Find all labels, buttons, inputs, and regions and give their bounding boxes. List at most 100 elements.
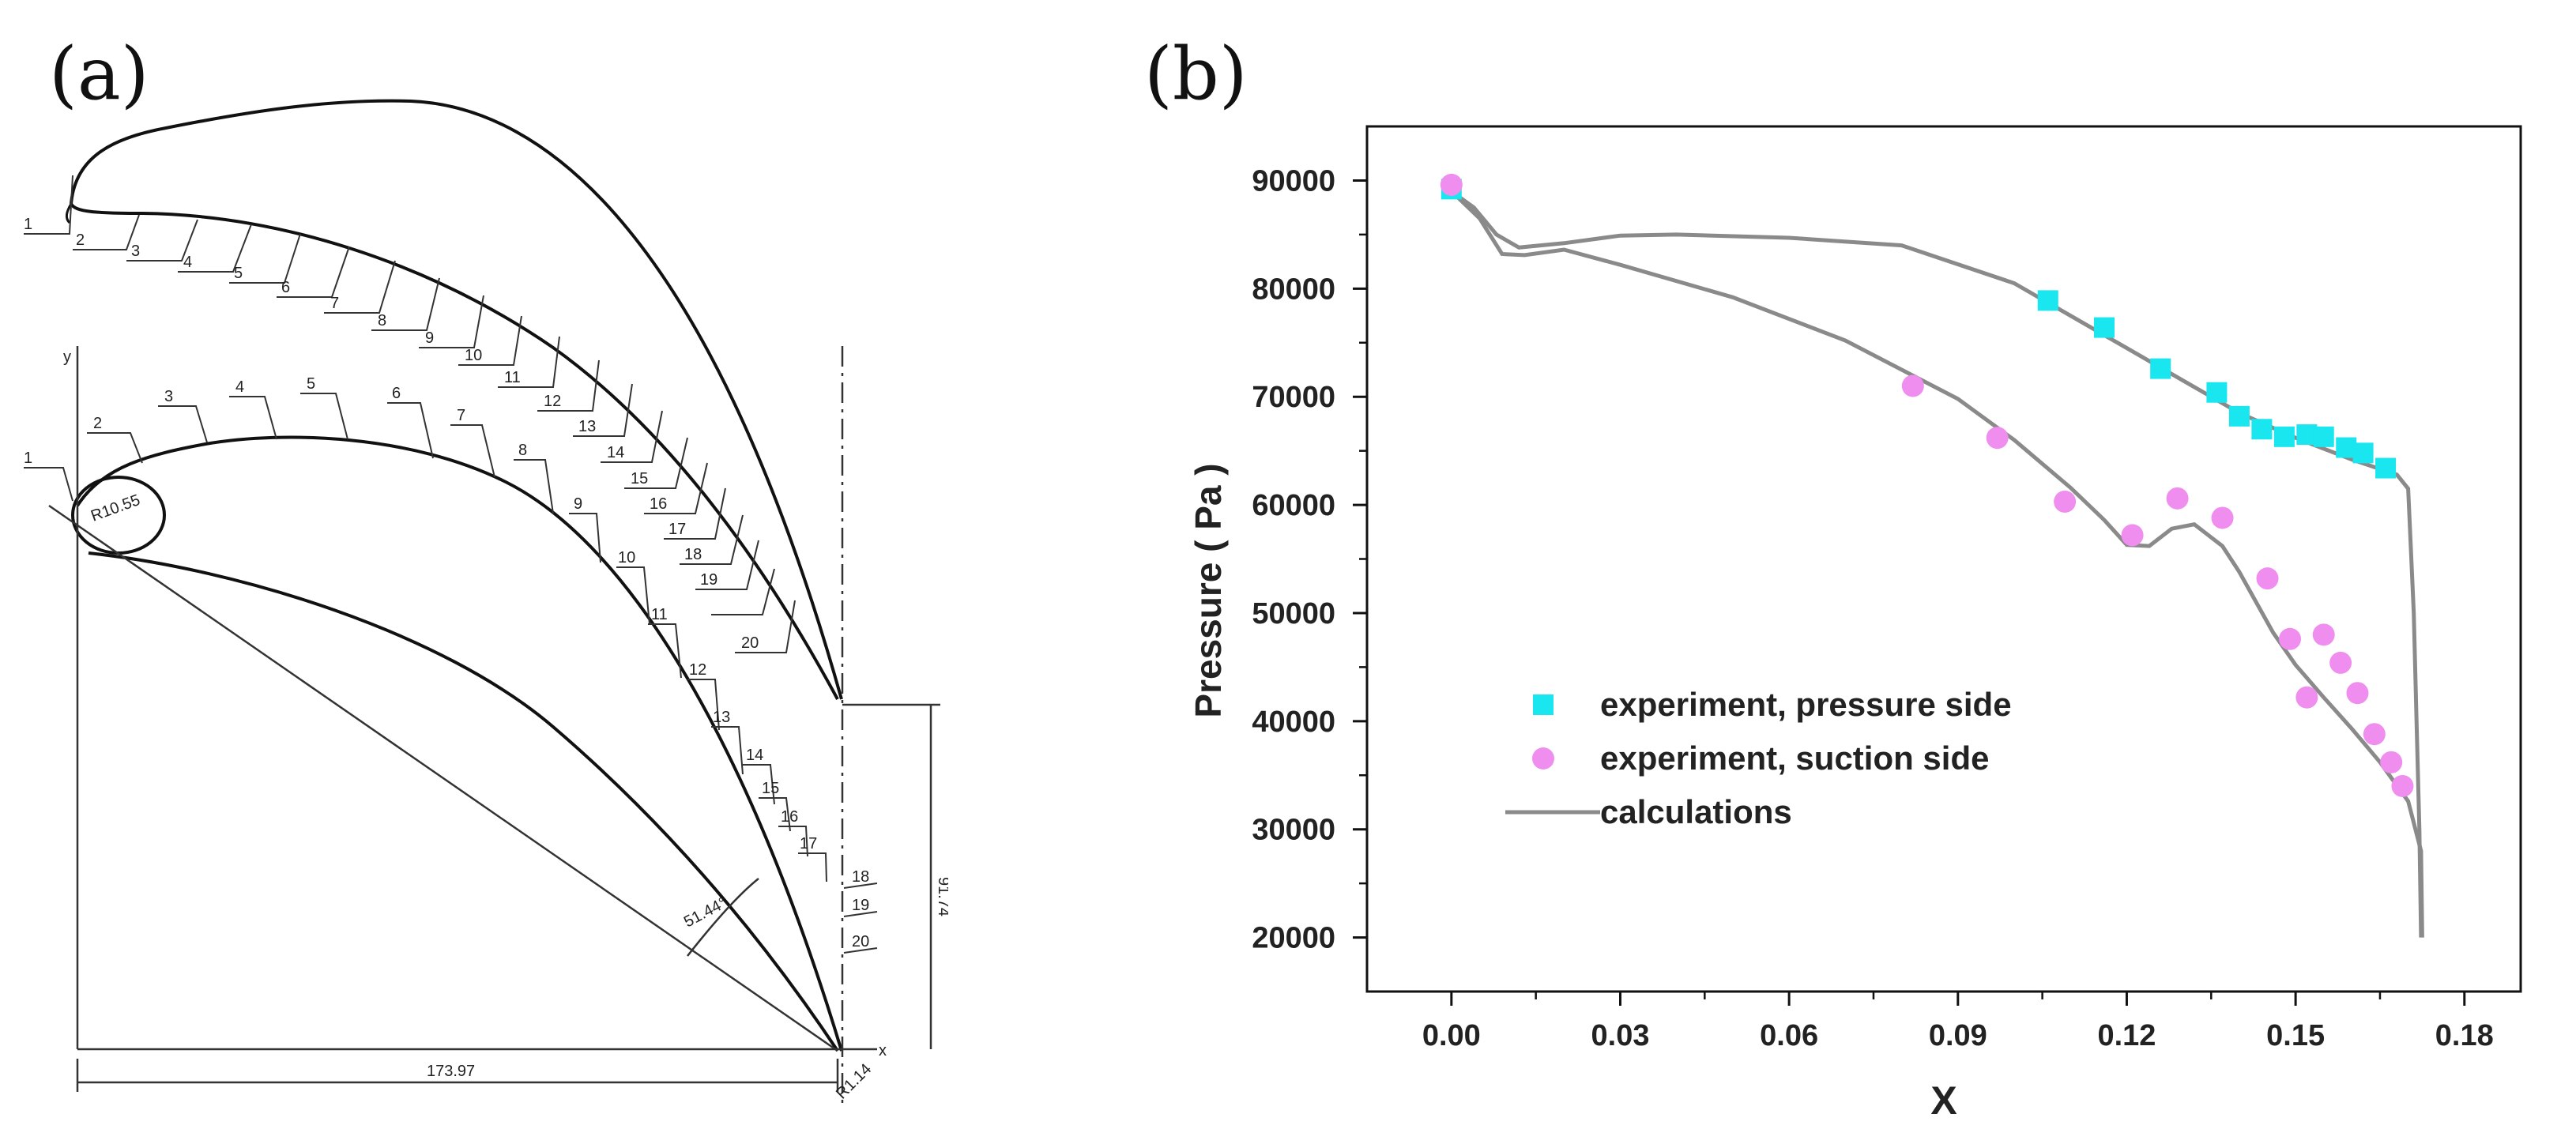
suction-side-point — [2054, 490, 2077, 513]
y-axis-letter: y — [63, 348, 71, 366]
upper-tap-16: 16 — [650, 495, 667, 513]
y-tick-label: 30000 — [1252, 814, 1335, 847]
lower-tap-19: 19 — [852, 897, 869, 914]
suction-side-point — [2312, 623, 2335, 646]
upper-tap-9: 9 — [425, 329, 434, 347]
upper-tap-18: 18 — [684, 546, 702, 563]
panel-label-b: (b) — [1144, 32, 1248, 116]
lower-tap-13: 13 — [713, 709, 730, 726]
x-tick-label: 0.06 — [1760, 1019, 1818, 1052]
suction-side-point — [2279, 627, 2301, 650]
upper-tap-7: 7 — [330, 295, 339, 312]
chord-dimension: 173.97 — [427, 1063, 475, 1080]
calculations-upper-curve — [1450, 190, 2423, 938]
lower-tap-1: 1 — [24, 450, 32, 467]
upper-tap-15: 15 — [631, 470, 648, 487]
y-tick-label: 20000 — [1252, 922, 1335, 955]
lower-tap-15: 15 — [762, 780, 779, 797]
pressure-side-point — [2251, 419, 2273, 440]
legend-swatch-suction — [1532, 747, 1554, 770]
suction-side-point — [2295, 686, 2318, 709]
x-tick-label: 0.15 — [2266, 1019, 2325, 1052]
suction-side-point — [1440, 173, 1463, 196]
lower-tap-16: 16 — [781, 808, 798, 826]
suction-side-point — [2329, 651, 2352, 674]
panel-label-a: (a) — [49, 32, 149, 116]
legend-swatch-pressure — [1533, 694, 1554, 715]
y-tick-label: 70000 — [1252, 381, 1335, 414]
upper-tap-10: 10 — [465, 347, 482, 364]
lower-tap-2: 2 — [93, 415, 102, 432]
legend-label: experiment, suction side — [1600, 739, 1989, 777]
pressure-side-point — [2375, 457, 2397, 479]
upper-tap-20: 20 — [741, 634, 759, 652]
y-tick-label: 40000 — [1252, 706, 1335, 739]
y-tick-label: 60000 — [1252, 489, 1335, 522]
suction-side-point — [2211, 506, 2234, 529]
lower-blade-pressure-surface — [88, 551, 839, 1052]
lower-tap-20: 20 — [852, 933, 869, 950]
legend-label: calculations — [1600, 793, 1792, 830]
pressure-side-point — [2228, 405, 2250, 427]
upper-tap-12: 12 — [544, 393, 561, 410]
x-tick-label: 0.00 — [1422, 1019, 1481, 1052]
calculations-lower-curve — [1450, 190, 2424, 938]
upper-tap-11: 11 — [504, 369, 521, 386]
y-tick-label: 90000 — [1252, 164, 1335, 198]
pressure-side-point — [2037, 290, 2058, 311]
upper-tap-2: 2 — [76, 231, 85, 249]
y-tick-label: 80000 — [1252, 273, 1335, 306]
plot-frame — [1365, 125, 2522, 993]
lower-blade-suction-surface — [76, 435, 843, 1052]
upper-tap-8: 8 — [378, 312, 386, 329]
x-tick-label: 0.09 — [1929, 1019, 1987, 1052]
suction-side-point — [2346, 682, 2369, 705]
pressure-side-point — [2313, 426, 2334, 447]
lower-tap-4: 4 — [235, 378, 244, 396]
x-tick-label: 0.12 — [2097, 1019, 2156, 1052]
upper-tap-1: 1 — [24, 216, 32, 233]
x-tick-label: 0.18 — [2435, 1019, 2494, 1052]
upper-tap-17: 17 — [668, 521, 686, 538]
pressure-side-point — [2150, 358, 2171, 379]
lower-tap-6: 6 — [392, 385, 401, 402]
lower-tap-14: 14 — [746, 747, 763, 764]
lower-tap-10: 10 — [618, 549, 635, 566]
x-tick-label: 0.03 — [1591, 1019, 1650, 1052]
pressure-side-point — [2206, 382, 2228, 403]
blade-drawing: 1 2 3 4 5 6 7 8 9 10 11 12 13 14 15 16 1… — [24, 99, 948, 1106]
lower-tap-3: 3 — [164, 388, 173, 405]
x-axis-letter: x — [879, 1042, 887, 1059]
lower-tap-11: 11 — [651, 606, 668, 623]
suction-side-point — [2363, 723, 2386, 746]
lower-tap-7: 7 — [457, 407, 465, 424]
upper-tap-3: 3 — [131, 243, 140, 260]
upper-tap-19: 19 — [700, 571, 717, 589]
suction-side-point — [2121, 524, 2144, 547]
upper-tap-6: 6 — [281, 279, 290, 296]
lower-tap-9: 9 — [574, 495, 582, 513]
pressure-tap-leaders — [24, 175, 878, 954]
upper-tap-13: 13 — [578, 418, 596, 435]
pressure-side-point — [2273, 426, 2295, 447]
y-tick-label: 50000 — [1252, 597, 1335, 630]
pressure-side-point — [2093, 317, 2115, 338]
y-axis-label: Pressure ( Pa ) — [1188, 463, 1229, 717]
upper-tap-4: 4 — [183, 254, 192, 271]
legend-label: experiment, pressure side — [1600, 686, 2012, 723]
lower-tap-5: 5 — [307, 375, 315, 393]
stagger-line — [48, 504, 838, 1052]
upper-blade-suction-surface — [70, 99, 843, 700]
suction-side-point — [2391, 774, 2414, 797]
suction-side-point — [1901, 374, 1924, 397]
lower-tap-17: 17 — [800, 835, 817, 852]
pressure-side-point — [2352, 442, 2374, 464]
lower-tap-12: 12 — [689, 661, 706, 679]
pitch-dimension: 91.74 — [935, 877, 948, 916]
suction-side-point — [2380, 751, 2403, 773]
suction-side-point — [1986, 427, 2009, 450]
lower-tap-8: 8 — [518, 442, 527, 459]
upper-tap-14: 14 — [607, 444, 624, 461]
suction-side-point — [2166, 487, 2189, 510]
